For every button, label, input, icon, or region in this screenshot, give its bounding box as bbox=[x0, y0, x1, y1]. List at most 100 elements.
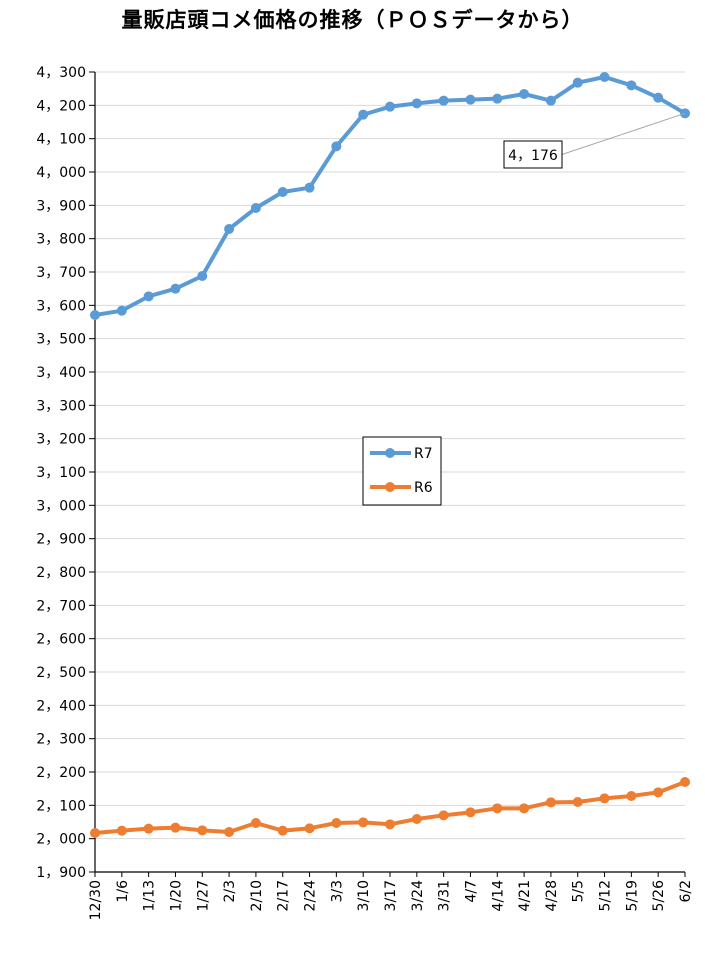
data-point-r7 bbox=[277, 187, 288, 197]
data-point-r6 bbox=[116, 825, 127, 836]
series-line-r7 bbox=[93, 75, 687, 317]
data-point-r6 bbox=[224, 827, 235, 837]
data-point-r7 bbox=[250, 203, 261, 213]
axes bbox=[89, 71, 686, 877]
data-point-r6 bbox=[492, 803, 503, 814]
data-point-r6 bbox=[331, 818, 342, 828]
data-point-r6 bbox=[304, 823, 315, 834]
data-point-r6 bbox=[545, 797, 556, 808]
legend-label: R6 bbox=[414, 480, 433, 496]
y-tick-label: 2，700 bbox=[36, 598, 86, 614]
data-point-r7 bbox=[224, 224, 235, 234]
data-point-r6 bbox=[680, 777, 690, 787]
legend-swatch-marker bbox=[385, 482, 395, 492]
data-point-r7 bbox=[545, 95, 556, 106]
y-tick-label: 3，400 bbox=[36, 365, 86, 381]
y-tick-label: 3，100 bbox=[36, 465, 86, 481]
y-tick-label: 2，900 bbox=[36, 532, 86, 548]
data-point-r7 bbox=[465, 94, 476, 105]
y-tick-label: 3，500 bbox=[36, 332, 86, 348]
data-point-r6 bbox=[438, 810, 449, 821]
y-tick-label: 4，300 bbox=[36, 65, 86, 81]
data-point-r6 bbox=[599, 793, 610, 804]
x-tick-label: 5/5 bbox=[571, 880, 587, 903]
data-callout: 4，176 bbox=[503, 112, 686, 169]
data-point-r6 bbox=[653, 787, 664, 798]
data-point-r6 bbox=[197, 825, 208, 836]
y-tick-label: 3，200 bbox=[36, 432, 86, 448]
data-point-r7 bbox=[331, 141, 342, 152]
series bbox=[90, 72, 690, 838]
x-tick-label: 3/24 bbox=[410, 880, 426, 912]
data-point-r7 bbox=[438, 95, 449, 106]
x-tick-label: 1/6 bbox=[115, 880, 131, 903]
x-tick-label: 3/3 bbox=[329, 880, 345, 903]
x-tick-label: 4/21 bbox=[517, 880, 533, 911]
series-r7 bbox=[90, 72, 690, 320]
y-tick-label: 1，900 bbox=[36, 865, 86, 881]
legend-item-r6: R6 bbox=[370, 480, 433, 496]
x-tick-label: 2/24 bbox=[303, 880, 319, 912]
x-tick-label: 2/3 bbox=[222, 880, 238, 903]
data-point-r7 bbox=[304, 182, 315, 193]
y-tick-label: 3，700 bbox=[36, 265, 86, 281]
legend-label: R7 bbox=[414, 446, 433, 462]
x-tick-label: 2/17 bbox=[276, 880, 292, 911]
data-point-r7 bbox=[170, 283, 181, 294]
x-tick-label: 3/17 bbox=[383, 880, 399, 911]
chart-title: 量販店頭コメ価格の推移（ＰＯＳデータから） bbox=[121, 8, 584, 32]
data-point-r6 bbox=[358, 817, 369, 828]
y-tick-label: 3，000 bbox=[36, 498, 86, 514]
data-point-r7 bbox=[143, 291, 154, 302]
data-point-r7 bbox=[197, 271, 208, 281]
data-point-r6 bbox=[90, 828, 100, 838]
legend-item-r7: R7 bbox=[370, 446, 433, 462]
legend: R7 R6 bbox=[362, 436, 442, 506]
data-point-r7 bbox=[653, 92, 664, 103]
callout-label: 4，176 bbox=[508, 148, 558, 164]
y-tick-label: 4，100 bbox=[36, 132, 86, 148]
data-point-r6 bbox=[385, 819, 395, 830]
legend-swatch-marker bbox=[385, 448, 395, 458]
data-point-r7 bbox=[116, 305, 127, 316]
x-tick-label: 6/2 bbox=[678, 880, 694, 903]
data-point-r6 bbox=[626, 791, 637, 801]
data-point-r7 bbox=[90, 310, 100, 320]
data-point-r6 bbox=[250, 818, 261, 828]
data-point-r7 bbox=[411, 98, 422, 109]
callout-leader-line bbox=[561, 112, 686, 155]
x-tick-label: 3/31 bbox=[437, 880, 453, 911]
x-tick-label: 5/12 bbox=[598, 880, 614, 911]
y-tick-label: 4，200 bbox=[36, 98, 86, 114]
data-point-r7 bbox=[385, 101, 395, 112]
data-point-r6 bbox=[465, 807, 476, 818]
x-tick-label: 5/26 bbox=[651, 880, 667, 912]
callout-box bbox=[503, 140, 563, 169]
y-tick-label: 3，300 bbox=[36, 398, 86, 414]
y-tick-label: 2，200 bbox=[36, 765, 86, 781]
y-tick-label: 3，900 bbox=[36, 198, 86, 214]
x-tick-label: 2/10 bbox=[249, 880, 265, 911]
x-tick-label: 1/27 bbox=[195, 880, 211, 911]
legend-box bbox=[362, 436, 442, 506]
y-tick-label: 2，800 bbox=[36, 565, 86, 581]
y-tick-label: 2，300 bbox=[36, 732, 86, 748]
data-point-r6 bbox=[170, 822, 181, 833]
y-tick-label: 2，500 bbox=[36, 665, 86, 681]
data-point-r6 bbox=[277, 825, 288, 836]
x-tick-label: 1/13 bbox=[142, 880, 158, 911]
y-tick-labels: 1，900 2，000 2，100 2，200 2，300 2，400 2，500 2，600… bbox=[36, 65, 86, 881]
data-point-r6 bbox=[572, 797, 583, 807]
x-tick-label: 4/14 bbox=[490, 880, 506, 912]
data-point-r7 bbox=[626, 80, 637, 91]
data-point-r6 bbox=[519, 803, 530, 814]
x-tick-label: 3/10 bbox=[356, 880, 372, 911]
data-point-r6 bbox=[143, 823, 154, 834]
x-tick-label: 4/7 bbox=[463, 880, 479, 903]
data-point-r7 bbox=[492, 93, 503, 104]
y-tick-label: 2，100 bbox=[36, 798, 86, 814]
x-tick-labels: 12/30 1/6 1/13 1/20 1/27 2/3 2/10 2/17 2/24 3/3 3/… bbox=[88, 880, 694, 920]
data-point-r7 bbox=[519, 89, 530, 99]
data-point-r7 bbox=[572, 77, 583, 88]
